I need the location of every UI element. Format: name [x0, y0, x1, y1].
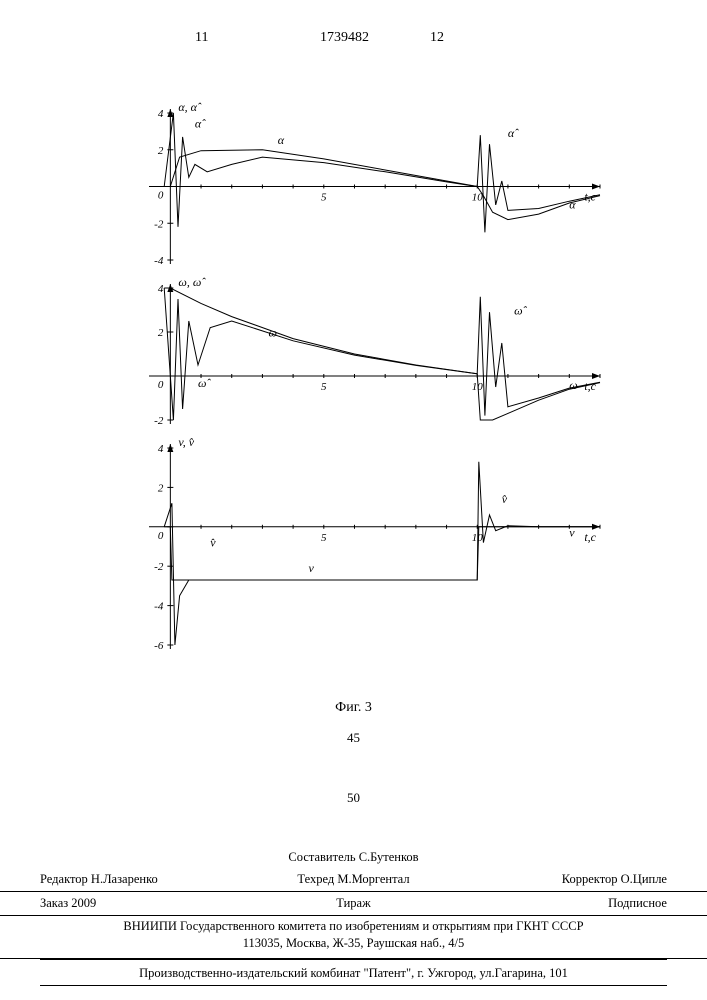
figure-charts: -4-2245100α, α̂t,cα̂αα̂α -2245100ω, ω̂t,…	[120, 95, 610, 685]
figure-caption: Фиг. 3	[0, 700, 707, 716]
svg-text:-4: -4	[154, 255, 164, 267]
svg-text:α: α	[569, 198, 576, 212]
compiler-line: Составитель С.Бутенков	[0, 850, 707, 868]
line-number-50: 50	[0, 790, 707, 806]
svg-text:ω̂: ω̂	[198, 376, 211, 390]
column-number-right: 12	[430, 30, 444, 46]
publisher-line: Производственно-издательский комбинат "П…	[40, 959, 667, 986]
svg-text:v: v	[569, 526, 575, 540]
svg-text:2: 2	[158, 145, 164, 157]
subscription-label: Подписное	[458, 896, 667, 911]
org-line-1: ВНИИПИ Государственного комитета по изоб…	[40, 918, 667, 935]
svg-text:2: 2	[158, 482, 164, 494]
svg-text:0: 0	[158, 379, 164, 391]
footer-block: Составитель С.Бутенков Редактор Н.Лазаре…	[0, 850, 707, 986]
organization-block: ВНИИПИ Государственного комитета по изоб…	[0, 916, 707, 959]
editor-label: Редактор	[40, 872, 88, 886]
svg-text:v: v	[308, 561, 314, 575]
svg-text:v̂: v̂	[502, 492, 508, 506]
editor-cell: Редактор Н.Лазаренко	[40, 872, 249, 887]
column-number-left: 11	[195, 30, 208, 46]
tirage-label: Тираж	[249, 896, 458, 911]
svg-text:t,c: t,c	[584, 530, 596, 544]
svg-text:5: 5	[321, 532, 327, 544]
svg-text:2: 2	[158, 327, 164, 339]
svg-text:0: 0	[158, 190, 164, 202]
compiler-name: С.Бутенков	[359, 850, 419, 864]
chart-v: -6-4-2245100v, v̂t,cv̂vv̂v	[120, 430, 610, 655]
order-label: Заказ 2009	[40, 896, 249, 911]
svg-text:α̂: α̂	[195, 117, 206, 131]
svg-text:ω̂: ω̂	[514, 303, 527, 317]
corrector-label: Корректор	[562, 872, 618, 886]
techred-label: Техред	[297, 872, 334, 886]
svg-text:α̂: α̂	[508, 126, 519, 140]
svg-text:-2: -2	[154, 415, 164, 427]
svg-text:v, v̂: v, v̂	[178, 435, 194, 449]
svg-text:4: 4	[158, 283, 164, 295]
editors-row: Редактор Н.Лазаренко Техред М.Моргентал …	[0, 868, 707, 892]
order-row: Заказ 2009 Тираж Подписное	[0, 892, 707, 916]
compiler-label: Составитель	[288, 850, 355, 864]
svg-text:v̂: v̂	[210, 536, 216, 550]
svg-text:0: 0	[158, 530, 164, 542]
line-number-45: 45	[0, 730, 707, 746]
svg-text:ω: ω	[569, 378, 577, 392]
svg-text:ω, ω̂: ω, ω̂	[178, 275, 206, 289]
svg-text:-2: -2	[154, 561, 164, 573]
techred-cell: Техред М.Моргентал	[249, 872, 458, 887]
svg-text:α, α̂: α, α̂	[178, 100, 202, 114]
svg-text:4: 4	[158, 108, 164, 120]
chart-alpha: -4-2245100α, α̂t,cα̂αα̂α	[120, 95, 610, 270]
corrector-cell: Корректор О.Ципле	[458, 872, 667, 887]
techred-name: М.Моргентал	[337, 872, 409, 886]
chart-omega: -2245100ω, ω̂t,cω̂ωω̂ω	[120, 270, 610, 430]
svg-text:-6: -6	[154, 640, 164, 652]
patent-page: 11 1739482 12 -4-2245100α, α̂t,cα̂αα̂α -…	[0, 0, 707, 1000]
org-line-2: 113035, Москва, Ж-35, Раушская наб., 4/5	[40, 935, 667, 952]
svg-text:4: 4	[158, 443, 164, 455]
corrector-name: О.Ципле	[621, 872, 667, 886]
svg-text:ω: ω	[269, 325, 277, 339]
svg-text:5: 5	[321, 381, 327, 393]
svg-text:-2: -2	[154, 218, 164, 230]
svg-text:α: α	[278, 133, 285, 147]
svg-text:5: 5	[321, 192, 327, 204]
patent-number: 1739482	[320, 30, 369, 46]
editor-name: Н.Лазаренко	[91, 872, 158, 886]
svg-text:-4: -4	[154, 601, 164, 613]
